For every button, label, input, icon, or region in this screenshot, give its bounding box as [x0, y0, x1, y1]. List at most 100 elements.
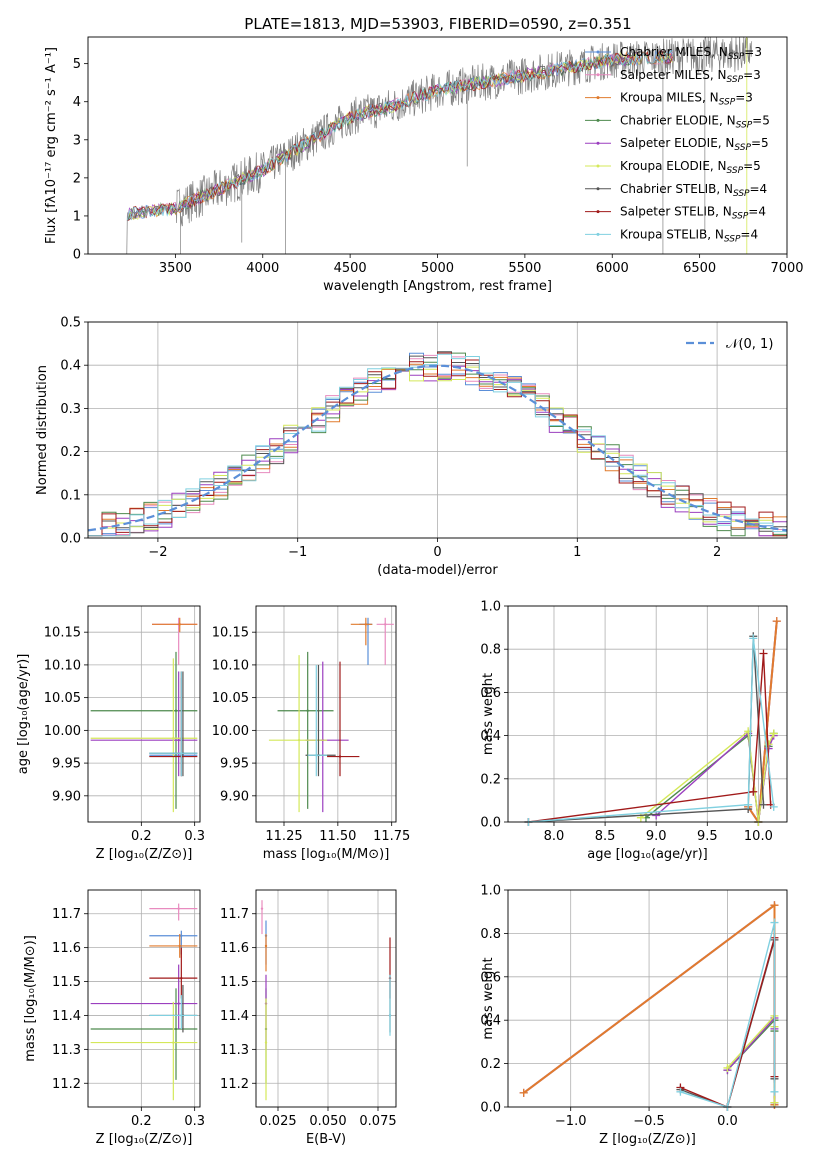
mass-vs-Z-ytick-label-2: 11.4: [52, 1009, 81, 1024]
residuals-ytick-label-5: 0.5: [60, 316, 81, 331]
residuals-ytick-label-3: 0.3: [60, 402, 81, 417]
mass-vs-ebv-ytick-label-4: 11.6: [220, 941, 249, 956]
age-vs-Z-xtick-label-1: 0.3: [184, 829, 205, 844]
mass-vs-Z-point-chabrier-miles: [180, 934, 183, 937]
age-vs-mass-point-salpeter-stelib: [338, 755, 342, 758]
age-vs-mass-point-chabrier-elodie: [306, 709, 309, 712]
mass-vs-Z-ytick-label-1: 11.3: [52, 1043, 81, 1058]
weight-vs-age-line-kroupa-stelib: [528, 638, 775, 822]
age-vs-Z-ytick-label-4: 10.10: [44, 658, 81, 673]
weight-vs-Z-marker-kroupa-stelib-00: [676, 1087, 685, 1096]
spectrum-ytick-label-2: 2: [73, 171, 81, 186]
weight-vs-age-marker-chabrier-stelib-03: [759, 800, 768, 809]
age-vs-Z-axes: 0.2 0.3 9.90 9.95 10.00 10.05 10.10 10.15 Z [log…: [16, 606, 205, 862]
mass-vs-ebv-ytick-label-0: 11.2: [220, 1077, 249, 1092]
weight-vs-age-marker-kroupa-stelib-02: [749, 634, 758, 643]
age-vs-mass-point-kroupa-miles: [364, 623, 368, 626]
weight-vs-Z-line-kroupa-stelib: [680, 922, 776, 1107]
weight-vs-Z-marker-kroupa-elodie-03: [770, 1098, 779, 1107]
weight-vs-Z-ytick-label-3: 0.6: [480, 970, 501, 985]
weight-vs-Z-marker-kroupa-miles-01: [770, 901, 779, 910]
spectrum-xtick-label-0: 3500: [159, 261, 192, 276]
weight-vs-age-frame: [507, 605, 788, 823]
age-vs-mass-ytick-label-3: 10.05: [212, 691, 249, 706]
age-vs-Z-ytick-label-2: 10.00: [44, 724, 81, 739]
mass-vs-ebv-axes: 0.025 0.050 0.075 11.2 11.3 11.4 11.5 11.6 11.7 E…: [220, 890, 397, 1147]
spectrum-xtick-label-7: 7000: [770, 261, 803, 276]
mass-vs-Z-ytick-label-4: 11.6: [52, 941, 81, 956]
age-vs-mass-ytick-label-4: 10.10: [212, 658, 249, 673]
weight-vs-age-marker-salpeter-elodie-00: [652, 811, 661, 820]
mass-vs-ebv-xtick-label-1: 0.050: [309, 1114, 346, 1129]
age-vs-mass-xtick-label-1: 11.50: [319, 829, 356, 844]
weight-vs-age-ytick-label-0: 0.0: [480, 816, 501, 831]
legend-label-salpeter-stelib: Salpeter STELIB, NSSP=4: [620, 205, 766, 222]
spectrum-ytick-label-0: 0: [73, 248, 81, 263]
weight-vs-Z-frame: [507, 889, 788, 1108]
spectrum-xtick-label-2: 4500: [334, 261, 367, 276]
residuals-xtick-label-1: −1: [288, 545, 307, 560]
legend-marker-chabrier-elodie: [596, 118, 600, 122]
weight-vs-Z-marker-kroupa-elodie-00: [723, 1063, 732, 1072]
spectrum-ytick-label-4: 4: [73, 95, 81, 110]
weight-vs-age-ytick-label-2: 0.4: [480, 729, 501, 744]
legend-label-kroupa-miles: Kroupa MILES, NSSP=3: [620, 91, 753, 108]
age-vs-Z-xlabel: Z [log₁₀(Z/Z⊙)]: [96, 847, 193, 862]
weight-vs-age-xtick-label-1: 8.5: [595, 829, 616, 844]
legend-label-kroupa-elodie: Kroupa ELODIE, NSSP=5: [620, 159, 761, 176]
weight-vs-age-xtick-label-0: 8.0: [544, 829, 565, 844]
weight-vs-age-line-kroupa-miles: [747, 621, 778, 822]
weight-vs-Z-ytick-label-2: 0.4: [480, 1014, 501, 1029]
legend-label-salpeter-elodie: Salpeter ELODIE, NSSP=5: [620, 136, 769, 153]
weight-vs-Z-ytick-label-1: 0.2: [480, 1057, 501, 1072]
mass-vs-ebv-ytick-label-1: 11.3: [220, 1043, 249, 1058]
weight-vs-age-xtick-label-4: 10.0: [744, 829, 773, 844]
mass-vs-Z-point-kroupa-elodie: [172, 1041, 175, 1044]
residuals-xlabel: (data-model)/error: [377, 563, 498, 578]
age-vs-Z-point-kroupa-stelib: [180, 752, 183, 755]
weight-vs-Z-marker-kroupa-stelib-02: [770, 918, 779, 927]
weight-vs-age-marker-kroupa-stelib-03: [769, 802, 778, 811]
weight-vs-age-xlabel: age [log₁₀(age/yr)]: [587, 847, 708, 862]
residuals-xtick-label-4: 2: [713, 545, 721, 560]
weight-vs-age-xtick-label-2: 9.0: [646, 829, 667, 844]
weight-vs-age-marker-kroupa-miles-02: [772, 617, 781, 626]
mass-vs-Z-point-salpeter-elodie: [177, 1002, 180, 1005]
residual-legend-label: 𝒩(0, 1): [726, 337, 773, 352]
spectrum-xtick-label-5: 6000: [596, 261, 629, 276]
age-vs-mass-ytick-label-1: 9.95: [220, 757, 249, 772]
spectrum-xtick-label-1: 4000: [246, 261, 279, 276]
mass-vs-ebv-ytick-label-3: 11.5: [220, 975, 249, 990]
weight-vs-age-marker-kroupa-stelib-01: [744, 800, 753, 809]
age-vs-Z-ylabel: age [log₁₀(age/yr)]: [16, 654, 31, 775]
age-vs-Z-point-salpeter-elodie: [177, 738, 180, 742]
mass-vs-Z-ytick-label-3: 11.5: [52, 975, 81, 990]
weight-vs-Z-ytick-label-5: 1.0: [480, 884, 501, 899]
weight-vs-age-marker-salpeter-stelib-02: [759, 649, 768, 658]
mass-vs-ebv-ytick-label-5: 11.7: [220, 907, 249, 922]
mass-vs-ebv-point-salpeter-miles: [260, 907, 264, 910]
mass-vs-Z-point-salpeter-miles: [177, 907, 180, 910]
spectrum-ytick-label-5: 5: [73, 57, 81, 72]
residuals-xtick-label-3: 1: [573, 545, 581, 560]
age-vs-Z-point-chabrier-elodie: [174, 709, 178, 712]
spectrum-xtick-label-4: 5500: [508, 261, 541, 276]
weight-vs-Z-xlabel: Z [log₁₀(Z/Z⊙)]: [599, 1132, 696, 1147]
legend-marker-salpeter-miles: [596, 73, 600, 77]
legend-marker-kroupa-elodie: [596, 164, 600, 168]
weight-vs-age-ytick-label-4: 0.8: [480, 643, 501, 658]
mass-vs-ebv-point-kroupa-stelib: [388, 1014, 392, 1017]
age-vs-mass-xtick-label-0: 11.25: [265, 829, 302, 844]
mass-vs-ebv-frame: [255, 889, 397, 1108]
spectrum-ytick-label-1: 1: [73, 209, 81, 224]
mass-vs-ebv-point-kroupa-elodie: [264, 1041, 268, 1044]
age-vs-Z-ytick-label-5: 10.15: [44, 626, 81, 641]
age-vs-Z-ytick-label-1: 9.95: [52, 757, 81, 772]
weight-vs-Z-marker-kroupa-miles-00: [519, 1088, 528, 1097]
weight-vs-age-ytick-label-3: 0.6: [480, 686, 501, 701]
mass-vs-Z-xlabel: Z [log₁₀(Z/Z⊙)]: [96, 1132, 193, 1147]
residuals-ylabel: Normed distribution: [35, 365, 50, 495]
legend-marker-chabrier-stelib: [596, 187, 600, 191]
residual-gaussian-curve: [88, 364, 787, 532]
weight-vs-age-ylabel: mass weight: [481, 673, 496, 755]
